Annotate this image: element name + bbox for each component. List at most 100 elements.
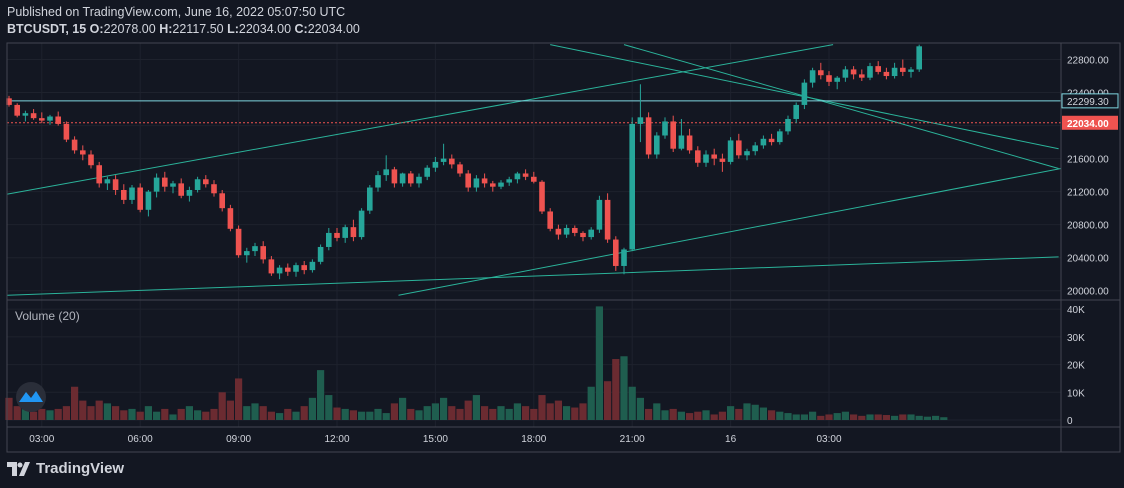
candle bbox=[490, 180, 496, 192]
candle-body bbox=[473, 178, 480, 188]
candle-body bbox=[547, 211, 553, 229]
volume-bar bbox=[276, 413, 284, 420]
candle-body bbox=[22, 113, 29, 116]
candle bbox=[654, 132, 660, 159]
candle bbox=[293, 262, 299, 277]
volume-bar bbox=[185, 406, 193, 420]
candle bbox=[309, 259, 316, 273]
candle bbox=[55, 111, 61, 126]
candle-body bbox=[793, 104, 799, 119]
candle bbox=[276, 265, 283, 280]
candle bbox=[900, 59, 906, 77]
volume-bar bbox=[915, 415, 923, 420]
candle-body bbox=[465, 173, 471, 188]
candle bbox=[572, 225, 578, 237]
candle bbox=[768, 133, 775, 146]
candle-body bbox=[194, 179, 201, 190]
candle bbox=[539, 180, 545, 214]
candle-body bbox=[88, 154, 94, 166]
volume-bar bbox=[751, 404, 759, 420]
candle-body bbox=[391, 169, 398, 184]
price-tick-label: 21200.00 bbox=[1067, 188, 1109, 199]
volume-bar bbox=[792, 414, 800, 420]
candle bbox=[391, 166, 398, 188]
candle bbox=[88, 150, 94, 169]
candle bbox=[162, 171, 168, 192]
candle-body bbox=[908, 69, 914, 72]
time-axis[interactable]: 03:00 06:00 09:00 12:00 15:00 18:00 21:00 16 03:… bbox=[29, 434, 842, 445]
candle bbox=[326, 227, 332, 251]
volume-tick-label: 30K bbox=[1067, 333, 1085, 344]
time-tick-label: 09:00 bbox=[226, 434, 251, 445]
candle-body bbox=[137, 187, 143, 210]
volume-bar bbox=[554, 400, 562, 420]
candle-body bbox=[645, 117, 652, 155]
hline-price-badge bbox=[1061, 93, 1119, 109]
candle bbox=[809, 67, 816, 88]
candle bbox=[375, 171, 381, 192]
current-price-badge bbox=[1062, 115, 1118, 130]
volume-bar bbox=[153, 411, 161, 420]
candle-body bbox=[342, 227, 348, 238]
candle bbox=[227, 204, 234, 232]
volume-bar bbox=[710, 414, 718, 420]
candle-body bbox=[350, 227, 357, 238]
candle bbox=[219, 189, 225, 212]
volume-bar bbox=[431, 403, 439, 420]
candle bbox=[80, 145, 86, 161]
volume-bar bbox=[686, 413, 694, 420]
candle bbox=[129, 185, 135, 205]
volume-bar bbox=[349, 410, 357, 420]
candle-body bbox=[768, 138, 775, 143]
volume-bar bbox=[817, 415, 825, 420]
tradingview-badge-icon[interactable] bbox=[16, 382, 46, 412]
candle-body bbox=[842, 69, 849, 78]
candle-body bbox=[211, 184, 217, 194]
volume-bar bbox=[300, 406, 308, 420]
candle bbox=[30, 109, 37, 120]
volume-bar bbox=[595, 306, 603, 420]
candle bbox=[522, 169, 529, 181]
candle bbox=[121, 184, 127, 205]
price-axis[interactable]: 20000.00 20400.00 20800.00 21200.00 21600.00… bbox=[1061, 56, 1119, 298]
candle bbox=[777, 128, 783, 145]
volume-bar bbox=[54, 408, 62, 420]
ohlc-line: BTCUSDT, 15 O:22078.00 H:22117.50 L:2203… bbox=[7, 22, 360, 36]
volume-bar bbox=[661, 410, 669, 420]
candle-body bbox=[711, 154, 717, 159]
candle bbox=[96, 161, 102, 188]
volume-bar bbox=[5, 397, 13, 420]
volume-bar bbox=[718, 411, 726, 420]
candle-body bbox=[301, 265, 307, 271]
candle-body bbox=[613, 239, 619, 266]
volume-bar bbox=[374, 408, 382, 420]
candle bbox=[203, 175, 209, 188]
volume-bar bbox=[809, 411, 817, 420]
candle-body bbox=[112, 179, 119, 190]
candle-body bbox=[153, 177, 160, 192]
volume-tick-label: 10K bbox=[1067, 388, 1085, 399]
candle bbox=[350, 219, 357, 242]
candle-body bbox=[383, 169, 389, 176]
candle-body bbox=[580, 232, 586, 238]
volume-bar bbox=[95, 400, 103, 420]
candle-body bbox=[522, 173, 529, 177]
candle-body bbox=[440, 158, 447, 162]
candle bbox=[301, 261, 307, 275]
time-tick-label: 03:00 bbox=[816, 434, 841, 445]
volume-indicator-label[interactable]: Volume (20) bbox=[15, 309, 80, 323]
candle bbox=[613, 236, 619, 271]
time-tick-label: 18:00 bbox=[521, 434, 546, 445]
candle bbox=[842, 66, 849, 82]
volume-bar bbox=[833, 413, 841, 420]
candle bbox=[235, 225, 242, 258]
price-tick-label: 20800.00 bbox=[1067, 221, 1109, 232]
candle bbox=[752, 142, 758, 156]
candle-body bbox=[859, 74, 865, 78]
candle-body bbox=[424, 167, 430, 177]
candle bbox=[424, 165, 430, 181]
volume-bar bbox=[464, 400, 472, 420]
candle-body bbox=[367, 187, 373, 211]
candle bbox=[908, 66, 914, 78]
